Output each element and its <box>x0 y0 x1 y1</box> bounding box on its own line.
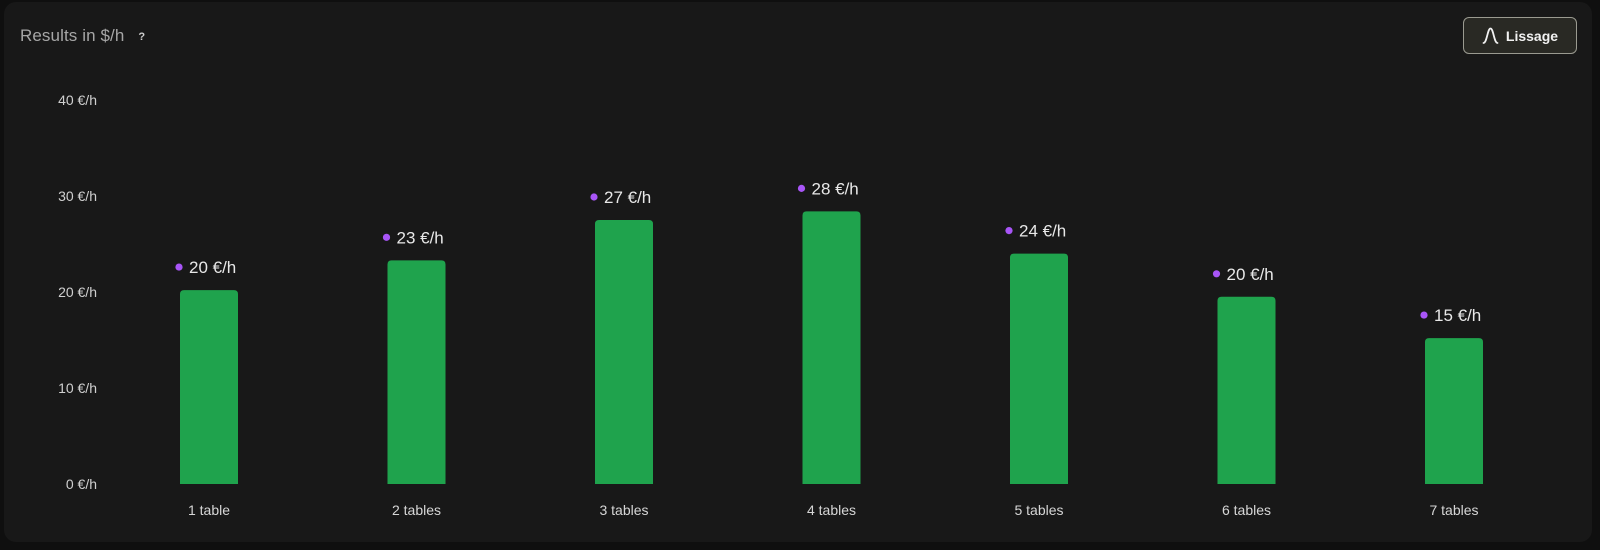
data-label-marker <box>1212 270 1221 278</box>
x-tick-label: 4 tables <box>807 502 856 518</box>
data-label: 15 €/h <box>1434 306 1481 325</box>
bar <box>180 290 238 484</box>
data-label: 20 €/h <box>1227 265 1274 284</box>
data-label-marker <box>382 233 391 241</box>
data-label-marker <box>590 193 598 201</box>
bar <box>595 220 653 484</box>
data-label: 27 €/h <box>604 188 651 207</box>
bell-curve-icon <box>1482 27 1499 44</box>
title-row: Results in $/h ? <box>20 26 145 46</box>
smoothing-button[interactable]: Lissage <box>1463 17 1577 54</box>
bar <box>802 211 861 485</box>
data-label: 20 €/h <box>189 258 236 277</box>
data-label: 28 €/h <box>812 179 859 198</box>
bar <box>1217 296 1276 484</box>
bar <box>387 260 446 484</box>
question-mark-icon[interactable]: ? <box>138 30 146 43</box>
y-tick-label: 30 €/h <box>58 188 97 204</box>
x-tick-label: 7 tables <box>1429 502 1478 518</box>
x-tick-label: 3 tables <box>599 502 648 518</box>
y-tick-label: 0 €/h <box>66 476 97 492</box>
data-label-marker <box>1005 227 1013 235</box>
data-label: 23 €/h <box>397 228 444 247</box>
bar <box>1010 253 1068 484</box>
x-tick-label: 2 tables <box>392 502 441 518</box>
data-label-marker <box>797 184 806 192</box>
data-label: 24 €/h <box>1019 222 1066 241</box>
chart-title: Results in $/h <box>20 26 125 45</box>
data-label-marker <box>175 263 183 271</box>
bar <box>1425 338 1483 484</box>
y-tick-label: 20 €/h <box>58 284 97 300</box>
x-tick-label: 5 tables <box>1014 502 1063 518</box>
x-tick-label: 6 tables <box>1222 502 1271 518</box>
x-tick-label: 1 table <box>188 502 230 518</box>
data-label-marker <box>1420 311 1428 319</box>
y-tick-label: 40 €/h <box>58 92 97 108</box>
y-tick-label: 10 €/h <box>58 380 97 396</box>
chart-card: Results in $/h ? Lissage <box>4 2 1592 542</box>
smoothing-button-label: Lissage <box>1505 27 1559 44</box>
